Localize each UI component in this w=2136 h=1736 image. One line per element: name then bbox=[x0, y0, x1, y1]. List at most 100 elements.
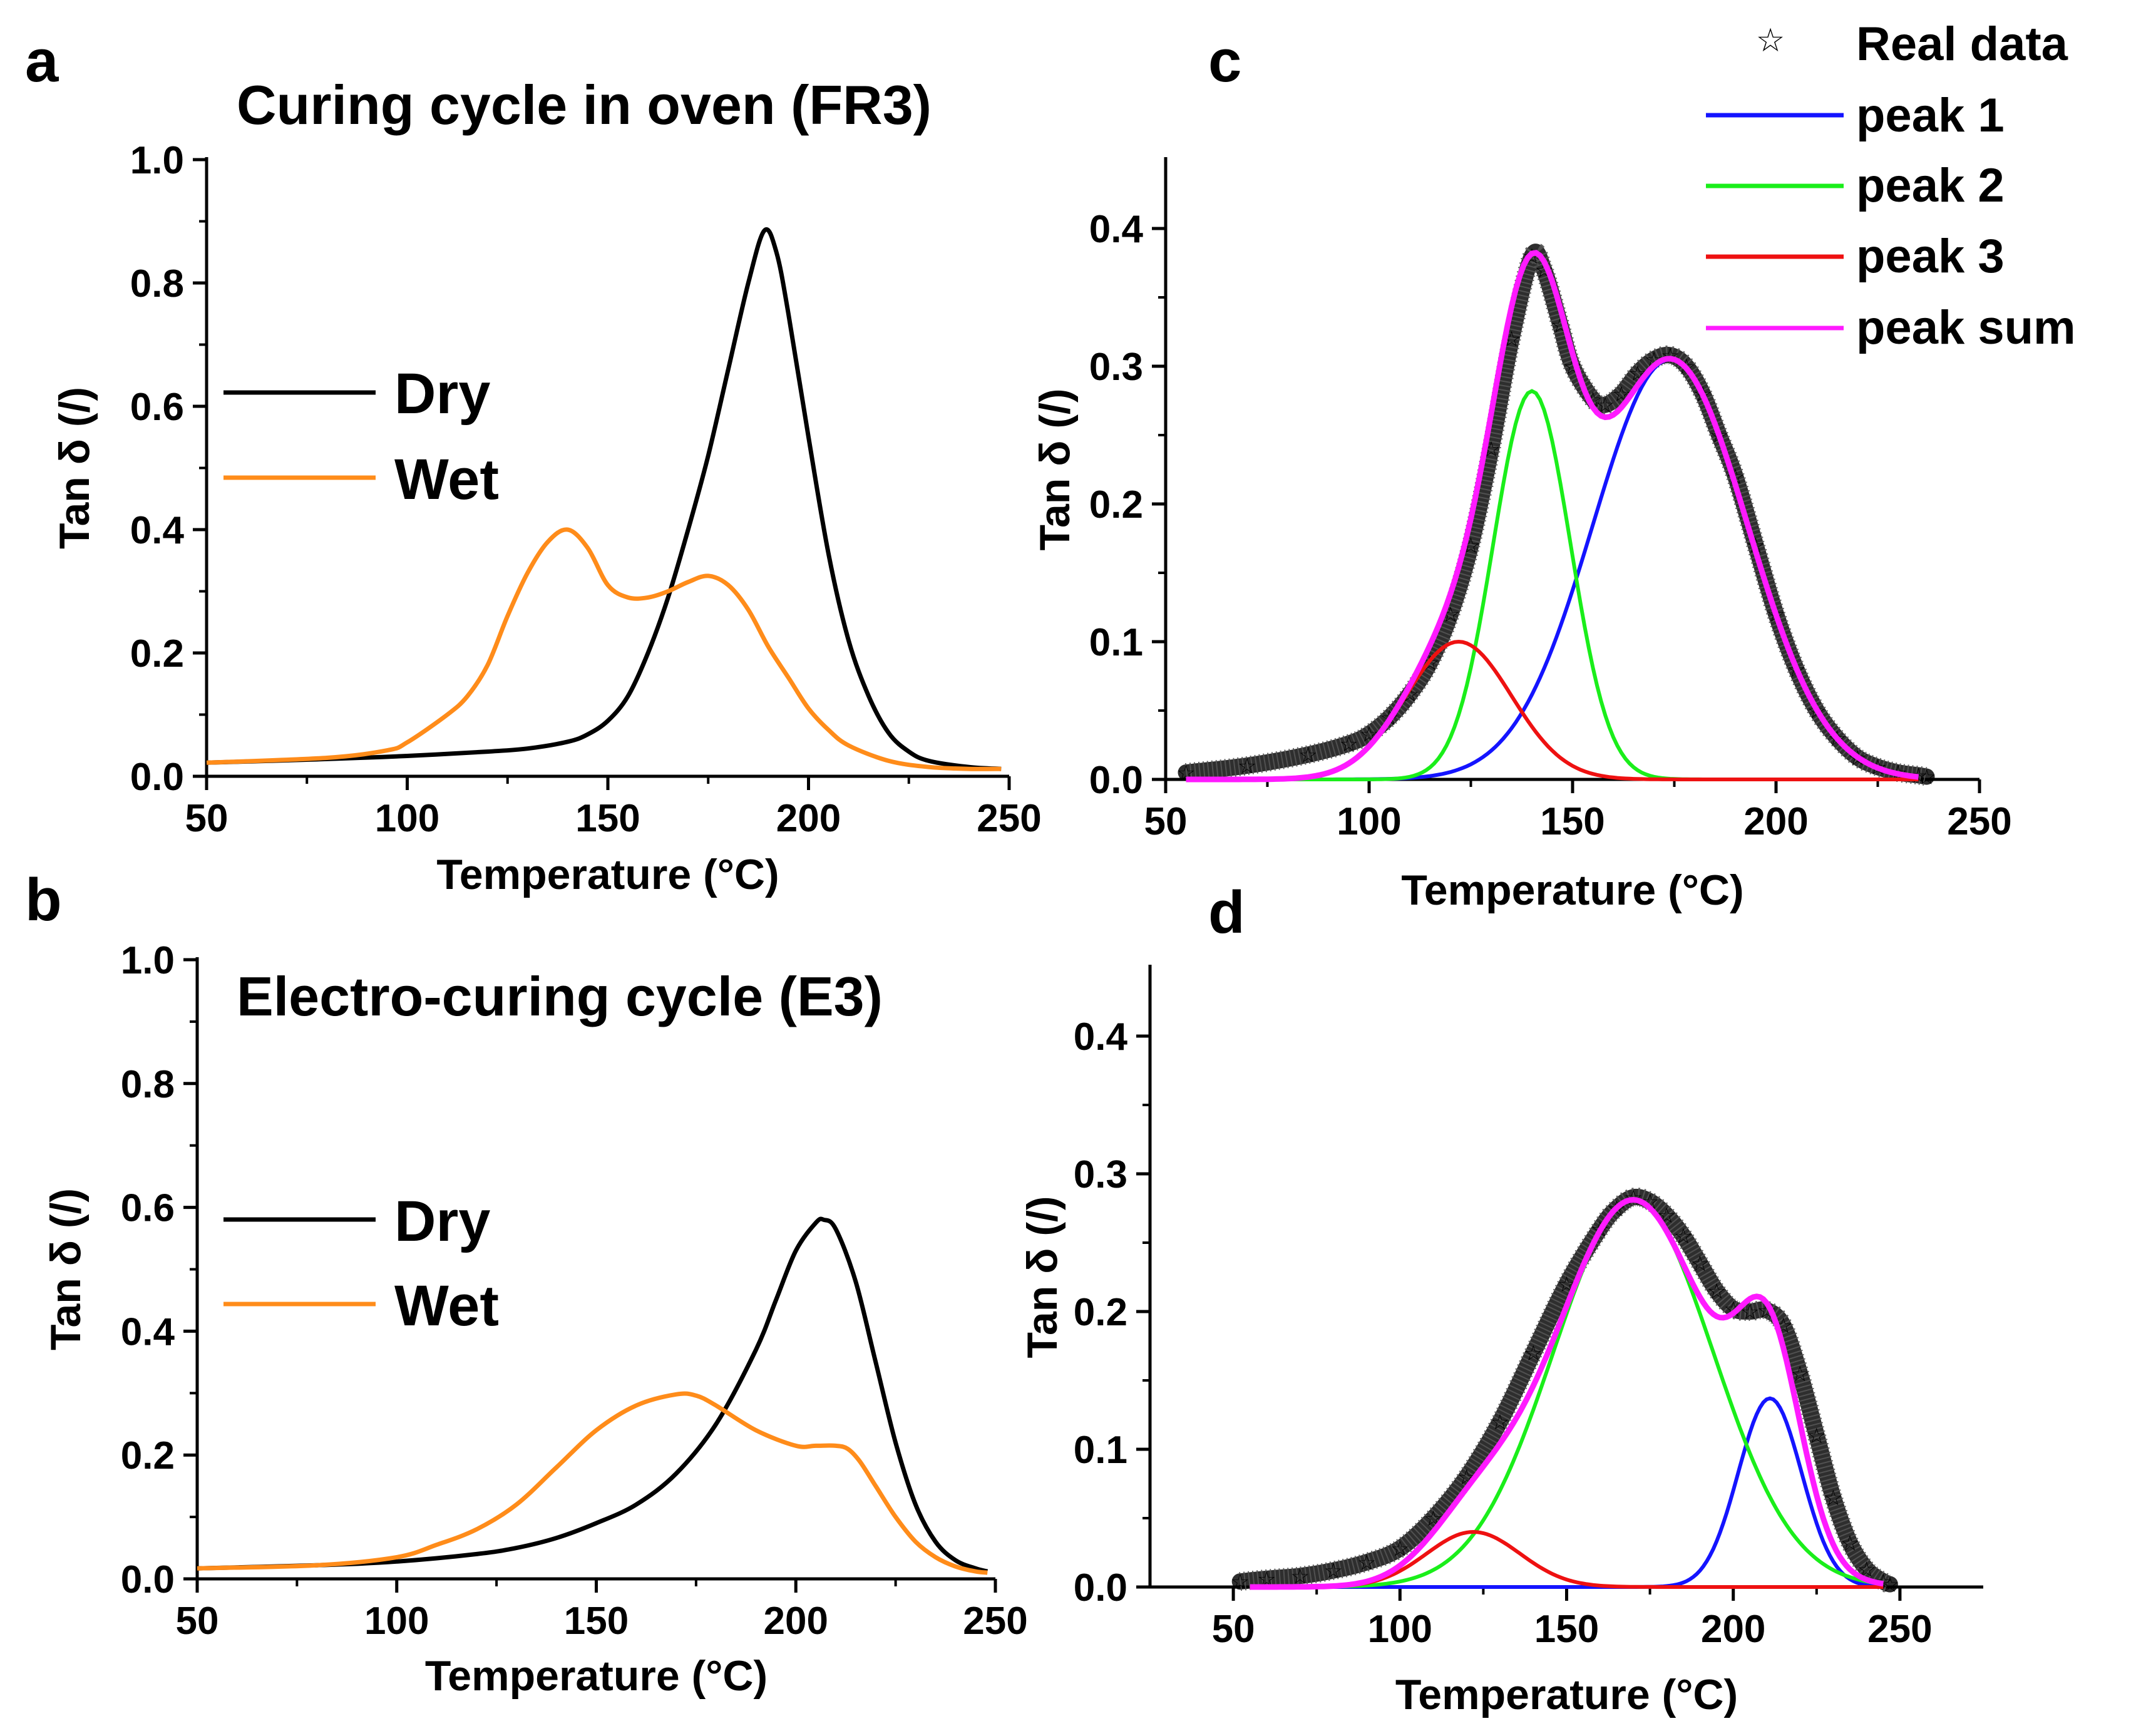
legend-a-dry-label: Dry bbox=[394, 362, 490, 426]
legend-b: Dry Wet bbox=[223, 1189, 499, 1338]
y-tick-label-c: 0.1 bbox=[1089, 621, 1143, 664]
real-data-point-d: ☆ bbox=[1524, 1342, 1543, 1365]
y-tick-label-a: 0.4 bbox=[130, 509, 185, 552]
y-tick-label-c: 0.0 bbox=[1089, 759, 1143, 802]
real-data-point-c: ☆ bbox=[1238, 754, 1256, 778]
y-tick-label-a: 1.0 bbox=[130, 139, 184, 182]
fit-line-d-peak2 bbox=[1250, 1198, 1884, 1589]
plot-a: 50 100 150 200 250 0.0 0.2 0.4 0.6 0.8 1.0 Temperat… bbox=[51, 139, 1042, 898]
y-axis-label-c: Tan δ (/) bbox=[1031, 388, 1079, 550]
fit-line-c-peaksum bbox=[1186, 250, 1919, 783]
real-data-point-d: ☆ bbox=[1231, 1570, 1250, 1594]
legend-c-peak2-label: peak 2 bbox=[1856, 159, 2005, 212]
x-tick-label-c: 100 bbox=[1337, 800, 1401, 843]
real-data-point-d: ☆ bbox=[1674, 1225, 1693, 1248]
legend-c-peaksum-label: peak sum bbox=[1856, 301, 2076, 354]
fit-line-d-peak3 bbox=[1250, 1529, 1884, 1589]
x-tick-label-b: 200 bbox=[764, 1600, 828, 1643]
series-line-a-dry bbox=[206, 227, 1002, 771]
x-tick-label-a: 150 bbox=[575, 797, 640, 840]
x-tick-label-d: 150 bbox=[1534, 1608, 1599, 1651]
legend-c-star-icon: ☆ bbox=[1756, 23, 1785, 59]
y-tick-label-d: 0.0 bbox=[1074, 1566, 1127, 1610]
legend-b-dry-label: Dry bbox=[394, 1189, 490, 1253]
x-tick-label-a: 100 bbox=[375, 797, 439, 840]
real-data-point-d: ☆ bbox=[1324, 1559, 1343, 1583]
y-tick-label-b: 0.6 bbox=[121, 1187, 175, 1230]
x-tick-label-c: 50 bbox=[1144, 800, 1188, 843]
y-tick-label-a: 0.8 bbox=[130, 262, 184, 306]
x-tick-label-c: 150 bbox=[1540, 800, 1605, 843]
real-data-markers-c bbox=[1184, 242, 1929, 786]
y-tick-label-c: 0.3 bbox=[1089, 346, 1143, 389]
x-tick-label-c: 250 bbox=[1947, 800, 2011, 843]
panel-letter-a: a bbox=[25, 28, 59, 95]
x-axis-label-d: Temperature (°C) bbox=[1395, 1671, 1738, 1718]
real-data-point-d: ☆ bbox=[1807, 1424, 1826, 1448]
plot-c: 50 100 150 200 250 0.0 0.1 0.2 0.3 0.4 Temperature… bbox=[1031, 157, 2012, 914]
real-data-point-d: ☆ bbox=[1690, 1252, 1709, 1276]
real-data-point-d: ☆ bbox=[1841, 1532, 1859, 1556]
series-line-b-wet bbox=[197, 1391, 988, 1575]
y-tick-label-b: 1.0 bbox=[121, 939, 175, 982]
y-axis-label-a: Tan δ (/) bbox=[51, 387, 98, 549]
panel-letter-c: c bbox=[1208, 28, 1241, 95]
x-tick-label-a: 250 bbox=[977, 797, 1041, 840]
y-tick-label-d: 0.2 bbox=[1074, 1291, 1127, 1334]
legend-c-peak1-label: peak 1 bbox=[1856, 89, 2005, 142]
y-tick-label-c: 0.4 bbox=[1089, 208, 1144, 251]
real-data-point-d: ☆ bbox=[1357, 1551, 1376, 1574]
real-data-point-c: ☆ bbox=[1339, 732, 1358, 756]
series-line-b-dry bbox=[197, 1216, 988, 1574]
legend-c-peak3-label: peak 3 bbox=[1856, 230, 2005, 283]
real-data-point-d: ☆ bbox=[1824, 1486, 1842, 1510]
legend-c-real-data-label: Real data bbox=[1856, 18, 2068, 71]
x-axis-label-b: Temperature (°C) bbox=[425, 1652, 768, 1700]
legend-c: ☆ Real data peak 1 peak 2 peak 3 peak su… bbox=[1706, 18, 2076, 354]
y-axis-label-b: Tan δ (/) bbox=[42, 1188, 90, 1350]
y-tick-label-d: 0.3 bbox=[1074, 1153, 1127, 1196]
plot-d: 50 100 150 200 250 0.0 0.1 0.2 0.3 0.4 Temperature… bbox=[1019, 965, 1983, 1718]
x-tick-label-d: 200 bbox=[1701, 1608, 1765, 1651]
x-tick-label-a: 200 bbox=[776, 797, 841, 840]
y-tick-label-b: 0.2 bbox=[121, 1434, 175, 1477]
y-axis-label-d: Tan δ (/) bbox=[1019, 1196, 1066, 1358]
panel-letter-d: d bbox=[1208, 879, 1245, 946]
x-tick-label-b: 150 bbox=[564, 1600, 629, 1643]
x-tick-label-c: 200 bbox=[1743, 800, 1808, 843]
y-tick-label-b: 0.0 bbox=[121, 1558, 175, 1601]
y-tick-label-c: 0.2 bbox=[1089, 483, 1143, 526]
title-a: Curing cycle in oven (FR3) bbox=[237, 74, 932, 136]
real-data-point-d: ☆ bbox=[1881, 1573, 1899, 1597]
plot-b: 50 100 150 200 250 0.0 0.2 0.4 0.6 0.8 1.0 Temperat… bbox=[42, 939, 1028, 1700]
y-tick-label-d: 0.1 bbox=[1074, 1429, 1127, 1472]
x-tick-label-b: 100 bbox=[364, 1600, 429, 1643]
x-tick-label-d: 100 bbox=[1368, 1608, 1432, 1651]
legend-a-wet-label: Wet bbox=[394, 448, 499, 511]
panel-letter-b: b bbox=[25, 866, 62, 933]
x-tick-label-a: 50 bbox=[185, 797, 228, 840]
fit-line-d-peaksum bbox=[1250, 1196, 1884, 1590]
y-tick-label-a: 0.6 bbox=[130, 386, 184, 429]
y-tick-label-a: 0.0 bbox=[130, 756, 184, 799]
real-data-point-d: ☆ bbox=[1707, 1280, 1726, 1303]
x-axis-label-c: Temperature (°C) bbox=[1401, 866, 1743, 914]
y-tick-label-d: 0.4 bbox=[1074, 1015, 1128, 1059]
title-b: Electro-curing cycle (E3) bbox=[237, 965, 883, 1027]
series-line-a-wet bbox=[206, 527, 1002, 771]
x-tick-label-d: 250 bbox=[1867, 1608, 1932, 1651]
y-tick-label-b: 0.8 bbox=[121, 1063, 175, 1106]
fit-line-d-peak1 bbox=[1250, 1396, 1884, 1589]
x-tick-label-b: 250 bbox=[963, 1600, 1027, 1643]
x-tick-label-d: 50 bbox=[1212, 1608, 1255, 1651]
real-data-markers-d bbox=[1239, 1187, 1894, 1593]
y-tick-label-a: 0.2 bbox=[130, 632, 184, 675]
real-data-point-c: ☆ bbox=[1298, 743, 1317, 767]
real-data-point-c: ☆ bbox=[1917, 766, 1936, 789]
legend-a: Dry Wet bbox=[223, 362, 499, 511]
x-axis-label-a: Temperature (°C) bbox=[436, 851, 779, 898]
legend-b-wet-label: Wet bbox=[394, 1274, 499, 1338]
x-tick-label-b: 50 bbox=[176, 1600, 219, 1643]
y-tick-label-b: 0.4 bbox=[121, 1310, 175, 1353]
